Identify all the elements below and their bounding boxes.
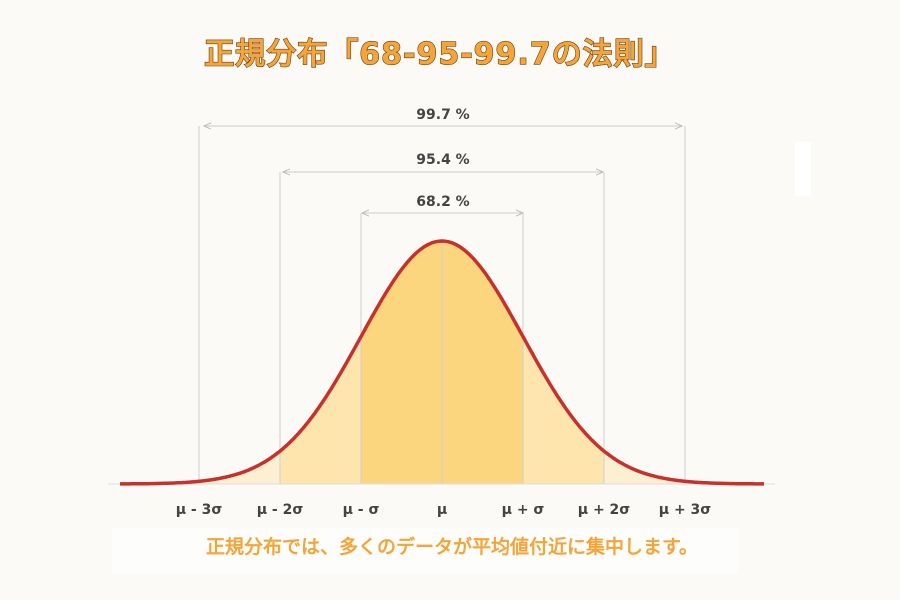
bell-curve: [120, 239, 764, 486]
axis-label: μ - σ: [343, 502, 380, 518]
axis-label: μ - 2σ: [257, 502, 304, 518]
range-label: 99.7 %: [416, 107, 469, 123]
axis-label: μ + 2σ: [578, 502, 631, 518]
range-label: 68.2 %: [416, 194, 469, 210]
caption-bg: [112, 528, 738, 574]
white-patch: [795, 142, 811, 196]
caption: 正規分布では、多くのデータが平均値付近に集中します。: [206, 535, 698, 558]
axis-label: μ + 3σ: [659, 502, 712, 518]
axis-label: μ + σ: [502, 502, 545, 518]
range-label: 95.4 %: [416, 152, 469, 168]
axis-label: μ - 3σ: [176, 502, 223, 518]
axis-label: μ: [437, 502, 447, 518]
title: 正規分布「68-95-99.7の法則」: [204, 37, 675, 72]
